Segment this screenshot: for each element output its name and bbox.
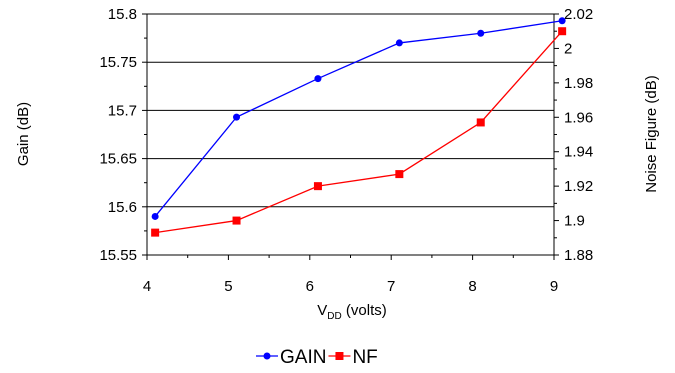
x-tick-label: 9 [550,278,558,295]
nf-data-point [232,216,241,225]
legend-gain-label: GAIN [280,347,326,368]
y-right-tick-label: 1.88 [564,247,593,264]
y-left-tick-label: 15.8 [108,6,137,23]
y-left-tick-label: 15.55 [99,247,137,264]
plot-area-frame [146,13,555,256]
y-left-tick-label: 15.7 [108,102,137,119]
x-axis-title: VDD (volts) [317,302,386,322]
y-axis-right-title: Noise Figure (dB) [643,75,660,193]
y-right-tick-label: 2 [564,40,572,57]
gain-data-point [395,39,403,47]
y-left-tick-label: 15.65 [99,151,137,168]
nf-data-point [151,228,160,237]
x-axis-title-suffix: (volts) [342,302,387,319]
x-axis-title-main: V [317,302,327,319]
nf-data-point [313,182,322,191]
y-left-tick-label: 15.75 [99,54,137,71]
x-tick-label: 5 [224,278,232,295]
x-tick-label: 8 [468,278,476,295]
y-right-tick-label: 1.98 [564,75,593,92]
gain-data-point [314,75,322,83]
legend-nf-label: NF [352,347,377,368]
y-right-tick-label: 1.9 [564,213,585,230]
nf-data-point [476,118,485,127]
nf-data-point [395,170,404,179]
x-tick-label: 7 [387,278,395,295]
axes: 15.55 15.6 15.65 15.7 15.75 15.8 1.88 1.9 1.92 1.… [99,6,593,295]
y-right-tick-label: 2.02 [564,6,593,23]
gain-data-point [151,212,159,220]
x-axis-title-subscript: DD [327,311,341,322]
gain-series-line [154,20,563,217]
legend-gain-marker [263,352,271,360]
gain-data-point [558,17,566,25]
nf-series-line [155,30,563,234]
nf-data-point [558,27,567,36]
y-right-tick-label: 1.94 [564,144,593,161]
series-group [151,17,567,237]
y-right-tick-label: 1.92 [564,178,593,195]
grid-lines [147,61,554,208]
x-tick-label: 4 [143,278,151,295]
gain-data-point [233,113,241,121]
legend-nf-marker [335,352,344,360]
y-axis-left-title: Gain (dB) [15,102,32,166]
y-right-tick-label: 1.96 [564,109,593,126]
x-tick-label: 6 [306,278,314,295]
gain-data-point [477,29,485,37]
legend: GAIN NF [256,347,378,368]
y-left-tick-label: 15.6 [108,199,137,216]
